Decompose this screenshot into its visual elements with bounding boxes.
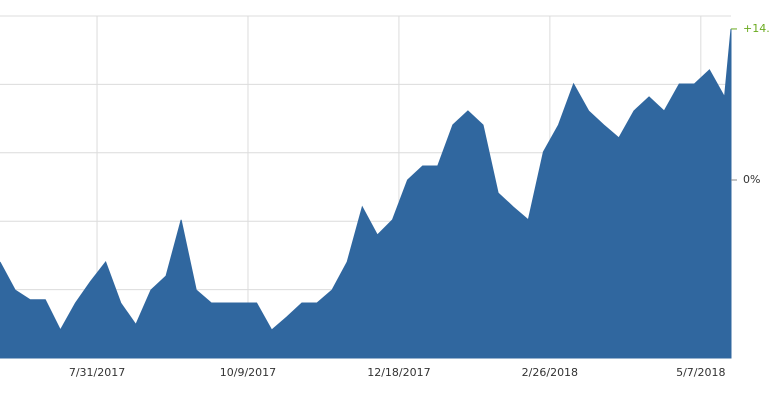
- x-tick-label: 7/31/2017: [69, 366, 125, 379]
- y-tick-label: 0%: [743, 173, 760, 186]
- x-tick-label: 10/9/2017: [220, 366, 276, 379]
- value-label: +14.: [743, 22, 770, 35]
- area: [0, 28, 732, 359]
- x-tick-label: 2/26/2018: [522, 366, 578, 379]
- x-tick-label: 5/7/2018: [676, 366, 725, 379]
- x-tick-label: 12/18/2017: [367, 366, 430, 379]
